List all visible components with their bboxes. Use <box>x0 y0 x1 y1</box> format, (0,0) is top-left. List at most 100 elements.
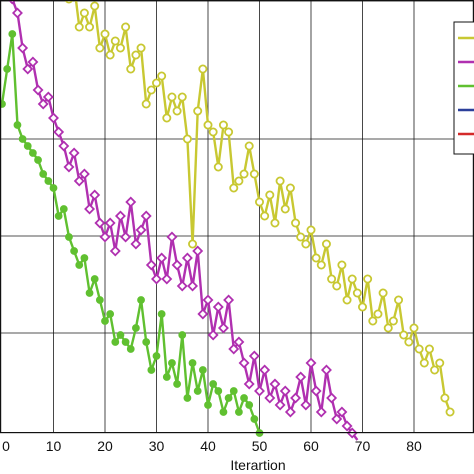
data-point <box>29 149 37 157</box>
data-point <box>121 22 131 32</box>
data-point <box>151 78 161 88</box>
data-point <box>320 364 332 376</box>
data-point <box>238 357 250 369</box>
data-point <box>121 338 130 346</box>
data-point <box>63 161 75 173</box>
data-point <box>167 92 177 102</box>
data-point <box>341 420 353 432</box>
data-point <box>212 301 224 313</box>
data-point <box>414 344 424 354</box>
data-point <box>295 371 307 383</box>
data-point <box>120 231 132 243</box>
data-point <box>243 378 255 390</box>
data-point <box>198 64 208 74</box>
x-tick-label: 80 <box>406 438 422 454</box>
data-point <box>115 43 125 53</box>
data-point <box>85 289 94 297</box>
data-point <box>125 196 137 208</box>
data-point <box>235 408 243 416</box>
data-point <box>378 288 388 298</box>
data-point <box>327 274 337 284</box>
data-point <box>173 380 182 388</box>
data-point <box>326 392 338 404</box>
data-point <box>233 336 245 348</box>
data-point <box>49 184 58 192</box>
data-point <box>8 30 17 38</box>
data-point <box>178 331 187 339</box>
data-point <box>373 309 383 319</box>
data-point <box>440 393 450 403</box>
data-point <box>90 275 99 283</box>
data-point <box>228 343 240 355</box>
data-point <box>363 274 373 284</box>
data-point <box>229 183 239 193</box>
data-point <box>65 233 73 241</box>
x-tick-label: 40 <box>200 438 216 454</box>
x-axis-label: Iterartion <box>230 457 285 473</box>
data-point <box>342 295 352 305</box>
data-point <box>95 43 105 53</box>
data-point <box>80 254 89 262</box>
data-point <box>157 310 166 318</box>
data-point <box>53 126 65 138</box>
data-point <box>311 253 321 263</box>
data-point <box>296 232 306 242</box>
data-point <box>181 252 193 264</box>
data-point <box>126 345 135 353</box>
data-point <box>259 364 271 376</box>
data-point <box>75 261 84 269</box>
data-point <box>265 190 275 200</box>
data-point <box>135 224 147 236</box>
data-point <box>280 204 290 214</box>
data-point <box>270 218 280 228</box>
x-tick-label: 0 <box>2 438 10 454</box>
data-point <box>187 280 199 292</box>
data-point <box>146 85 156 95</box>
data-point <box>132 324 140 332</box>
data-point <box>27 56 39 68</box>
x-tick-labels: 0 10 20 30 40 50 60 70 80 <box>2 438 422 454</box>
data-point <box>111 338 120 346</box>
x-tick-label: 20 <box>97 438 113 454</box>
data-point <box>73 175 85 187</box>
data-point <box>126 64 136 74</box>
data-point <box>172 106 182 116</box>
data-point <box>161 273 173 285</box>
data-point <box>332 281 342 291</box>
data-point <box>234 176 244 186</box>
data-point <box>152 352 161 360</box>
data-point <box>239 169 249 179</box>
data-point <box>188 359 197 367</box>
data-point <box>192 245 204 257</box>
data-point <box>106 310 115 318</box>
data-point <box>176 280 188 292</box>
data-point <box>321 239 331 249</box>
data-point <box>306 225 316 235</box>
data-point <box>39 170 48 178</box>
data-point <box>109 245 121 257</box>
data-point <box>116 331 125 339</box>
data-point <box>430 365 440 375</box>
data-point <box>142 338 151 346</box>
data-point <box>84 203 96 215</box>
x-tick-label: 10 <box>46 438 62 454</box>
data-point <box>42 91 54 103</box>
legend-box <box>453 21 474 155</box>
data-point <box>13 121 22 129</box>
data-point <box>85 22 95 32</box>
data-point <box>58 140 70 152</box>
series-layer <box>0 0 455 441</box>
data-point <box>245 401 254 409</box>
data-point <box>0 100 6 108</box>
data-point <box>240 394 248 402</box>
data-point <box>141 99 151 109</box>
data-point <box>90 1 100 11</box>
data-point <box>136 43 146 53</box>
data-point <box>337 260 347 270</box>
data-point <box>213 162 223 172</box>
data-point <box>198 366 207 374</box>
x-tick-label: 30 <box>149 438 165 454</box>
data-point <box>368 316 378 326</box>
